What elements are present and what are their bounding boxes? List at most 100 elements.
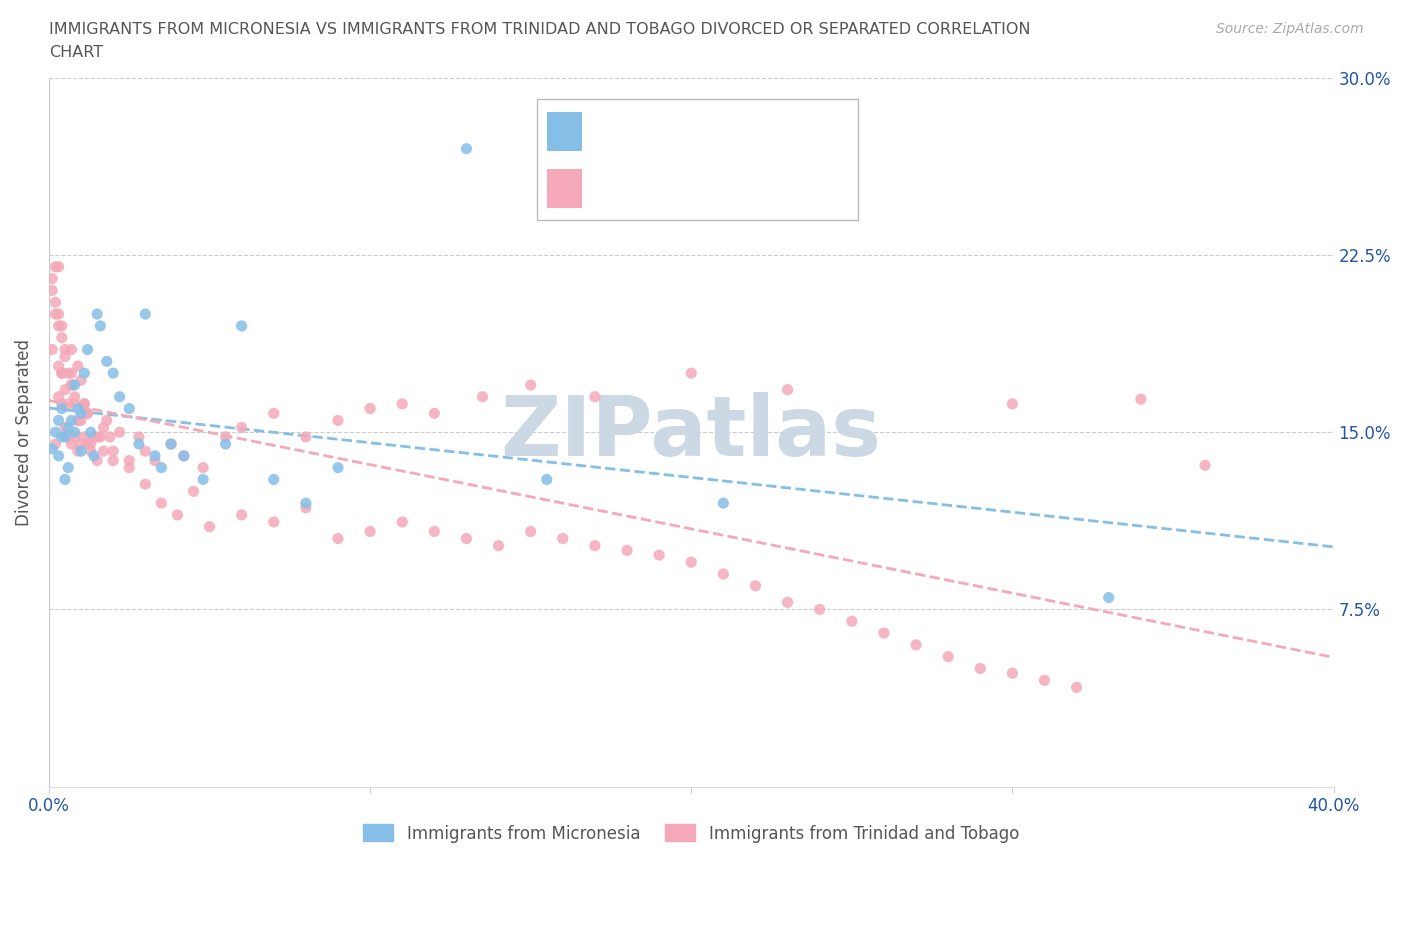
Point <box>53 342 76 357</box>
Point <box>616 543 638 558</box>
Point <box>936 649 959 664</box>
Point <box>143 453 166 468</box>
Point <box>263 405 285 420</box>
Point <box>456 141 478 156</box>
Point <box>519 378 541 392</box>
Point <box>326 413 349 428</box>
Point <box>76 405 98 420</box>
Point <box>48 448 70 463</box>
Point <box>44 295 66 310</box>
Point <box>70 373 93 388</box>
Legend: Immigrants from Micronesia, Immigrants from Trinidad and Tobago: Immigrants from Micronesia, Immigrants f… <box>357 817 1026 849</box>
Point <box>60 436 83 451</box>
Point <box>53 472 76 487</box>
Point <box>166 508 188 523</box>
Point <box>60 378 83 392</box>
Point <box>80 444 103 458</box>
Point <box>51 365 73 380</box>
Point <box>103 444 125 458</box>
Point <box>150 496 173 511</box>
Point <box>118 453 141 468</box>
Point <box>86 430 108 445</box>
Point <box>51 401 73 416</box>
Point <box>359 524 381 538</box>
Point <box>63 425 86 440</box>
Point <box>66 444 89 458</box>
Point <box>134 477 156 492</box>
Point <box>76 405 98 420</box>
Point <box>583 390 606 405</box>
Point <box>51 365 73 380</box>
Point <box>1033 673 1056 688</box>
Point <box>191 460 214 475</box>
Point <box>214 430 236 445</box>
Point <box>48 413 70 428</box>
Point <box>73 396 96 411</box>
Point <box>150 460 173 475</box>
Point <box>1098 591 1121 605</box>
Point <box>295 430 318 445</box>
Point <box>76 436 98 451</box>
Point <box>63 430 86 445</box>
Point <box>60 413 83 428</box>
Point <box>98 430 121 445</box>
Point <box>86 453 108 468</box>
Point <box>70 405 93 420</box>
Point <box>108 425 131 440</box>
Point <box>58 365 80 380</box>
Point <box>60 342 83 357</box>
Point <box>44 425 66 440</box>
Point <box>93 444 115 458</box>
Point <box>58 396 80 411</box>
Point <box>326 460 349 475</box>
Point <box>66 401 89 416</box>
Point <box>551 531 574 546</box>
Point <box>80 436 103 451</box>
Point <box>776 382 799 397</box>
Point <box>41 272 63 286</box>
Point <box>96 354 118 369</box>
Point <box>134 307 156 322</box>
Point <box>58 460 80 475</box>
Point <box>681 365 703 380</box>
Point <box>73 430 96 445</box>
Point <box>488 538 510 553</box>
Point <box>711 496 734 511</box>
Point <box>160 436 183 451</box>
Point <box>70 444 93 458</box>
Point <box>73 396 96 411</box>
Point <box>231 318 253 333</box>
Point <box>83 430 105 445</box>
Point <box>711 566 734 581</box>
Point <box>108 390 131 405</box>
Point <box>583 538 606 553</box>
Point <box>776 595 799 610</box>
Point <box>103 365 125 380</box>
Point <box>63 390 86 405</box>
Point <box>905 637 928 652</box>
Point <box>66 413 89 428</box>
Point <box>128 436 150 451</box>
Point <box>191 472 214 487</box>
Point <box>1066 680 1088 695</box>
Point <box>359 401 381 416</box>
Point <box>143 448 166 463</box>
Point <box>48 390 70 405</box>
Point <box>456 531 478 546</box>
Point <box>1001 666 1024 681</box>
Point <box>48 318 70 333</box>
Point <box>70 413 93 428</box>
Point <box>66 413 89 428</box>
Point <box>80 425 103 440</box>
Point <box>89 430 111 445</box>
Point <box>263 472 285 487</box>
Point <box>51 430 73 445</box>
Point <box>231 420 253 435</box>
Point <box>198 519 221 534</box>
Point <box>173 448 195 463</box>
Point <box>70 436 93 451</box>
Point <box>60 378 83 392</box>
Point <box>183 484 205 498</box>
Point <box>536 472 558 487</box>
Point <box>808 602 831 617</box>
